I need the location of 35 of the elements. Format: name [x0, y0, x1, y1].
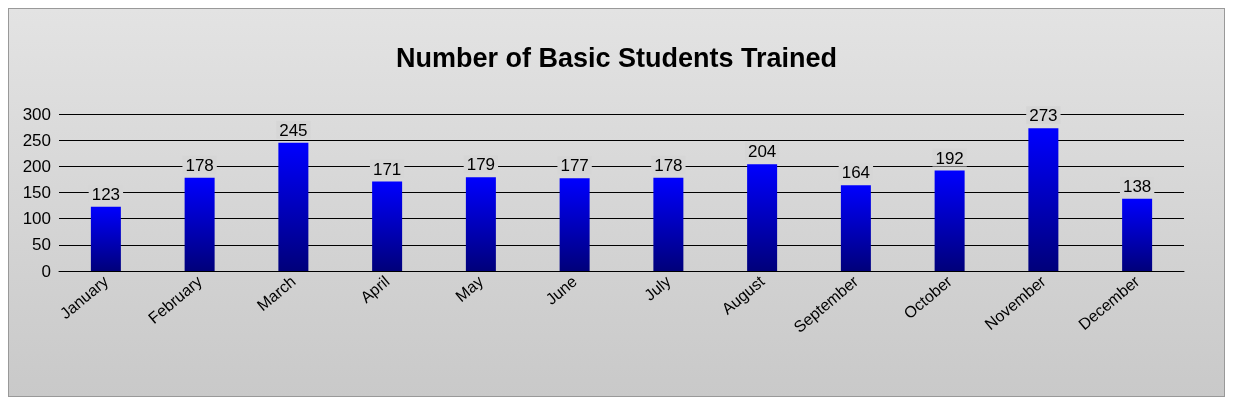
- bar: [747, 164, 778, 271]
- data-label: 164: [841, 163, 871, 183]
- x-tick-label: June: [542, 272, 581, 308]
- bar: [465, 177, 496, 271]
- bar: [372, 181, 403, 271]
- bar: [278, 142, 309, 271]
- bar: [1122, 198, 1153, 271]
- bar: [559, 178, 590, 271]
- bar: [653, 177, 684, 271]
- data-label: 178: [654, 155, 683, 175]
- bar: [184, 177, 215, 271]
- bar: [934, 170, 965, 271]
- bar: [840, 185, 871, 271]
- bar: [90, 206, 121, 271]
- x-tick-label: May: [452, 272, 487, 305]
- data-label: 273: [1029, 106, 1058, 126]
- y-tick-label: 300: [22, 104, 51, 124]
- y-tick-label: 150: [22, 183, 51, 202]
- y-tick-label: 200: [22, 156, 51, 176]
- data-label: 204: [747, 142, 777, 162]
- x-tick-label: July: [641, 272, 674, 304]
- y-tick-label: 100: [22, 209, 51, 229]
- y-tick-label: 250: [22, 130, 51, 150]
- data-label: 179: [466, 155, 496, 175]
- data-label: 178: [185, 155, 214, 175]
- data-label: 123: [91, 184, 121, 204]
- bar: [1028, 128, 1059, 271]
- data-label: 138: [1122, 176, 1152, 196]
- data-label: 171: [372, 159, 402, 179]
- y-tick-label: 50: [32, 235, 51, 255]
- data-label: 177: [560, 156, 589, 176]
- data-label: 245: [279, 120, 308, 140]
- y-tick-label: 0: [41, 261, 51, 281]
- chart-title: Number of Basic Students Trained: [395, 42, 838, 73]
- data-label: 192: [935, 148, 964, 168]
